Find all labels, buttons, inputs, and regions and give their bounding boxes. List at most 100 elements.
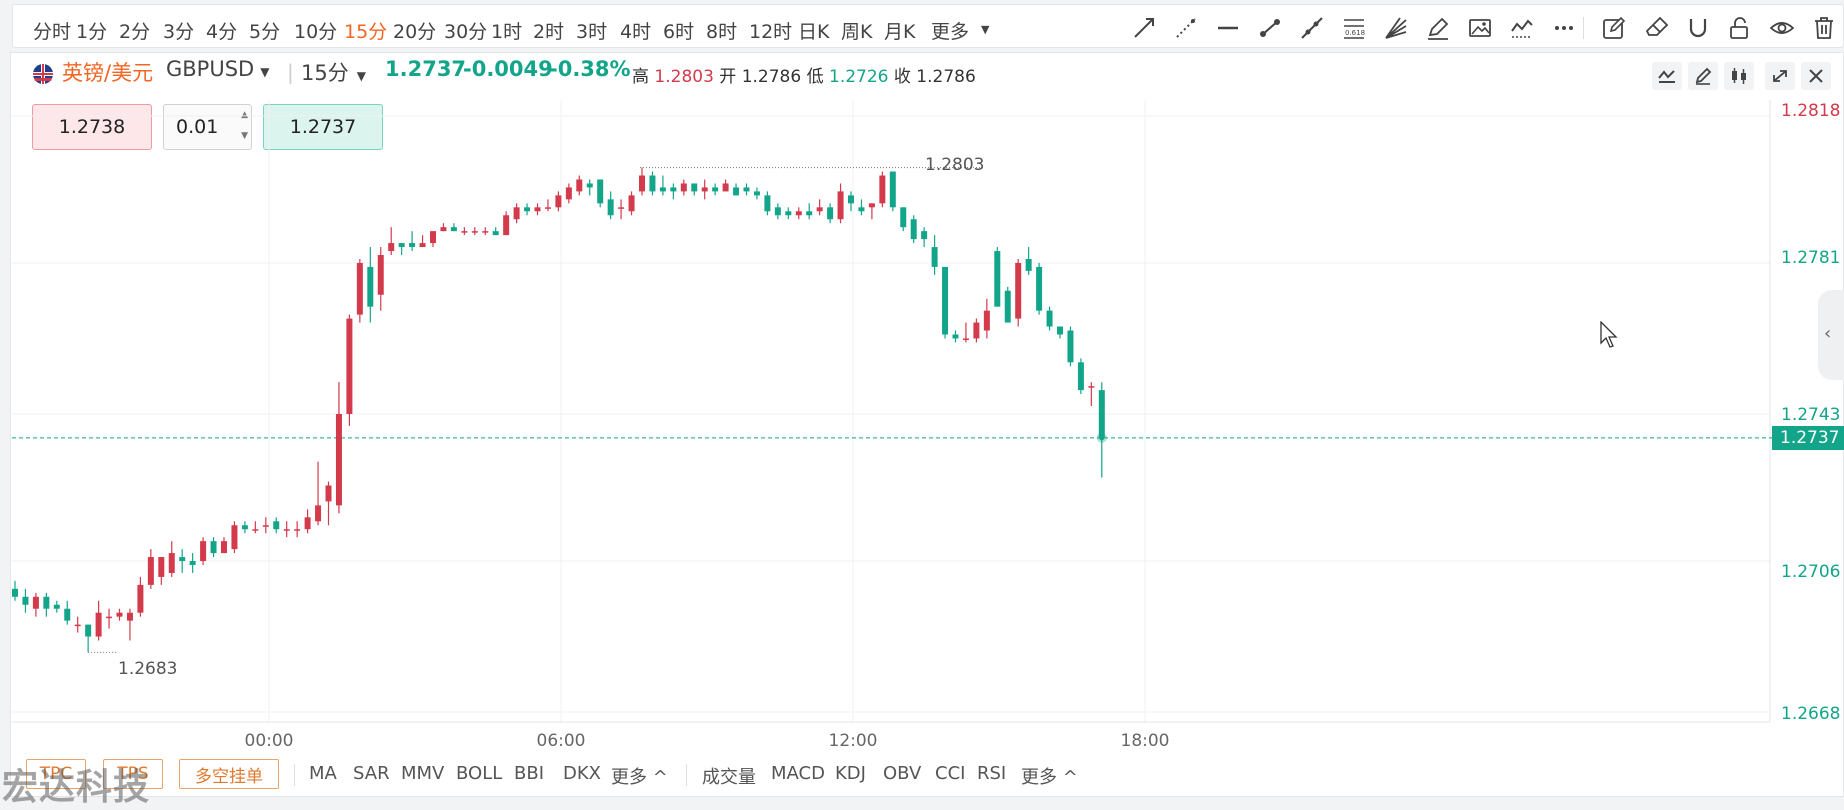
side-panel-toggle[interactable]: ‹: [1818, 290, 1844, 380]
sub-indicator-4[interactable]: CCI: [935, 763, 966, 784]
last-price: 1.2737: [385, 57, 467, 81]
eye-icon[interactable]: [1769, 15, 1795, 41]
candle-body: [879, 175, 886, 204]
timeframe-10[interactable]: 1时: [491, 21, 523, 43]
sell-price-button[interactable]: 1.2738: [32, 104, 152, 150]
trash-icon[interactable]: [1811, 15, 1837, 41]
candle-body: [85, 624, 92, 637]
timeframe-3[interactable]: 3分: [163, 21, 195, 43]
timeframe-14[interactable]: 6时: [663, 21, 695, 43]
timeframe-8[interactable]: 20分: [393, 21, 437, 43]
draw-mode-button[interactable]: [1688, 62, 1718, 90]
sub-indicator-6[interactable]: 更多 ^: [1021, 767, 1078, 788]
timeframe-7[interactable]: 15分: [344, 21, 388, 43]
tps-button[interactable]: TPS: [103, 759, 163, 789]
timeframe-19[interactable]: 月K: [884, 21, 916, 43]
main-indicator-3[interactable]: BOLL: [456, 763, 503, 784]
candle-body: [409, 243, 416, 248]
sub-indicator-5[interactable]: RSI: [977, 763, 1007, 784]
timeframe-12[interactable]: 3时: [576, 21, 608, 43]
wave-icon: [1658, 70, 1675, 83]
timeframe-16[interactable]: 12时: [749, 21, 793, 43]
pending-order-button[interactable]: 多空挂单: [179, 759, 279, 789]
timeframe-13[interactable]: 4时: [620, 21, 652, 43]
timeframe-5[interactable]: 5分: [249, 21, 281, 43]
chevron-down-icon: ▼: [356, 69, 366, 83]
timeframe-more[interactable]: 更多: [931, 21, 970, 43]
main-indicator-0[interactable]: MA: [309, 763, 337, 784]
candle-body: [1057, 326, 1063, 335]
candle-body: [868, 203, 875, 208]
extended-line-icon[interactable]: [1299, 15, 1325, 41]
sub-indicator-1[interactable]: MACD: [771, 763, 825, 784]
candle-body: [22, 596, 29, 605]
candle-body: [607, 199, 614, 216]
main-indicator-4[interactable]: BBI: [514, 763, 545, 784]
mouse-cursor-icon: [1600, 321, 1618, 348]
edit-note-icon[interactable]: [1601, 15, 1627, 41]
horizontal-line-icon[interactable]: [1215, 15, 1241, 41]
tpc-button[interactable]: TPC: [26, 759, 86, 789]
candle-body: [962, 338, 969, 340]
candle-body: [430, 231, 436, 244]
main-indicator-5[interactable]: DKX: [563, 763, 601, 784]
fullscreen-button[interactable]: [1765, 62, 1795, 90]
magnet-icon[interactable]: [1685, 15, 1711, 41]
eraser-icon[interactable]: [1643, 15, 1669, 41]
timeframe-4[interactable]: 4分: [206, 21, 238, 43]
instrument-name[interactable]: 英镑/美元: [62, 61, 154, 85]
main-indicator-2[interactable]: MMV: [401, 763, 445, 784]
candle-body: [283, 529, 290, 531]
open-value: 1.2786: [741, 67, 802, 87]
timeframe-18[interactable]: 周K: [841, 21, 873, 43]
wave-icon[interactable]: [1509, 15, 1535, 41]
timeframe-0[interactable]: 分时: [33, 21, 72, 43]
candle-body: [241, 525, 248, 530]
interval-selector[interactable]: 15分 ▼: [301, 57, 366, 87]
decrement-icon[interactable]: ▼: [241, 131, 248, 141]
min-price-label: 1.2683: [118, 659, 178, 679]
segment-icon[interactable]: [1257, 15, 1283, 41]
indicator-toggle-button[interactable]: [1652, 62, 1682, 90]
timeframe-1[interactable]: 1分: [76, 21, 108, 43]
candle-body: [367, 266, 374, 307]
candle-body: [388, 243, 395, 252]
candle-body: [64, 608, 71, 621]
fan-icon[interactable]: [1383, 15, 1409, 41]
timeframe-15[interactable]: 8时: [706, 21, 738, 43]
more-tools-icon[interactable]: [1551, 15, 1577, 41]
symbol-selector[interactable]: GBPUSD ▼: [166, 57, 269, 81]
timeframe-2[interactable]: 2分: [119, 21, 151, 43]
image-icon[interactable]: [1467, 15, 1493, 41]
sub-indicator-0[interactable]: 成交量: [702, 767, 756, 788]
timeframe-17[interactable]: 日K: [798, 21, 830, 43]
quantity-stepper[interactable]: 0.01 ▲ ▼: [163, 104, 252, 150]
timeframe-11[interactable]: 2时: [533, 21, 565, 43]
lock-icon[interactable]: [1727, 15, 1753, 41]
candle-body: [116, 612, 123, 617]
timeframe-6[interactable]: 10分: [294, 21, 338, 43]
main-indicator-1[interactable]: SAR: [353, 763, 390, 784]
chart-type-button[interactable]: [1724, 62, 1754, 90]
brush-icon[interactable]: [1425, 15, 1451, 41]
close-chart-button[interactable]: [1801, 62, 1831, 90]
candle-body: [1088, 386, 1095, 388]
candle-body: [1036, 266, 1043, 311]
sub-indicator-2[interactable]: KDJ: [835, 763, 866, 784]
pencil-icon: [1695, 67, 1712, 85]
timeframe-9[interactable]: 30分: [444, 21, 488, 43]
trend-line-icon[interactable]: [1131, 15, 1157, 41]
ray-line-icon[interactable]: [1173, 15, 1199, 41]
price-tick: 1.2706: [1781, 562, 1841, 582]
candle-body: [983, 310, 990, 331]
low-label: 低: [806, 67, 824, 87]
main-indicator-6[interactable]: 更多 ^: [611, 767, 668, 788]
candle-body: [555, 195, 562, 208]
candle-body: [764, 195, 771, 212]
fibonacci-icon[interactable]: 0.618: [1341, 15, 1367, 41]
candlestick-icon: [1732, 68, 1746, 84]
sub-indicator-3[interactable]: OBV: [883, 763, 922, 784]
buy-price-button[interactable]: 1.2737: [263, 104, 383, 150]
increment-icon[interactable]: ▲: [241, 110, 248, 120]
